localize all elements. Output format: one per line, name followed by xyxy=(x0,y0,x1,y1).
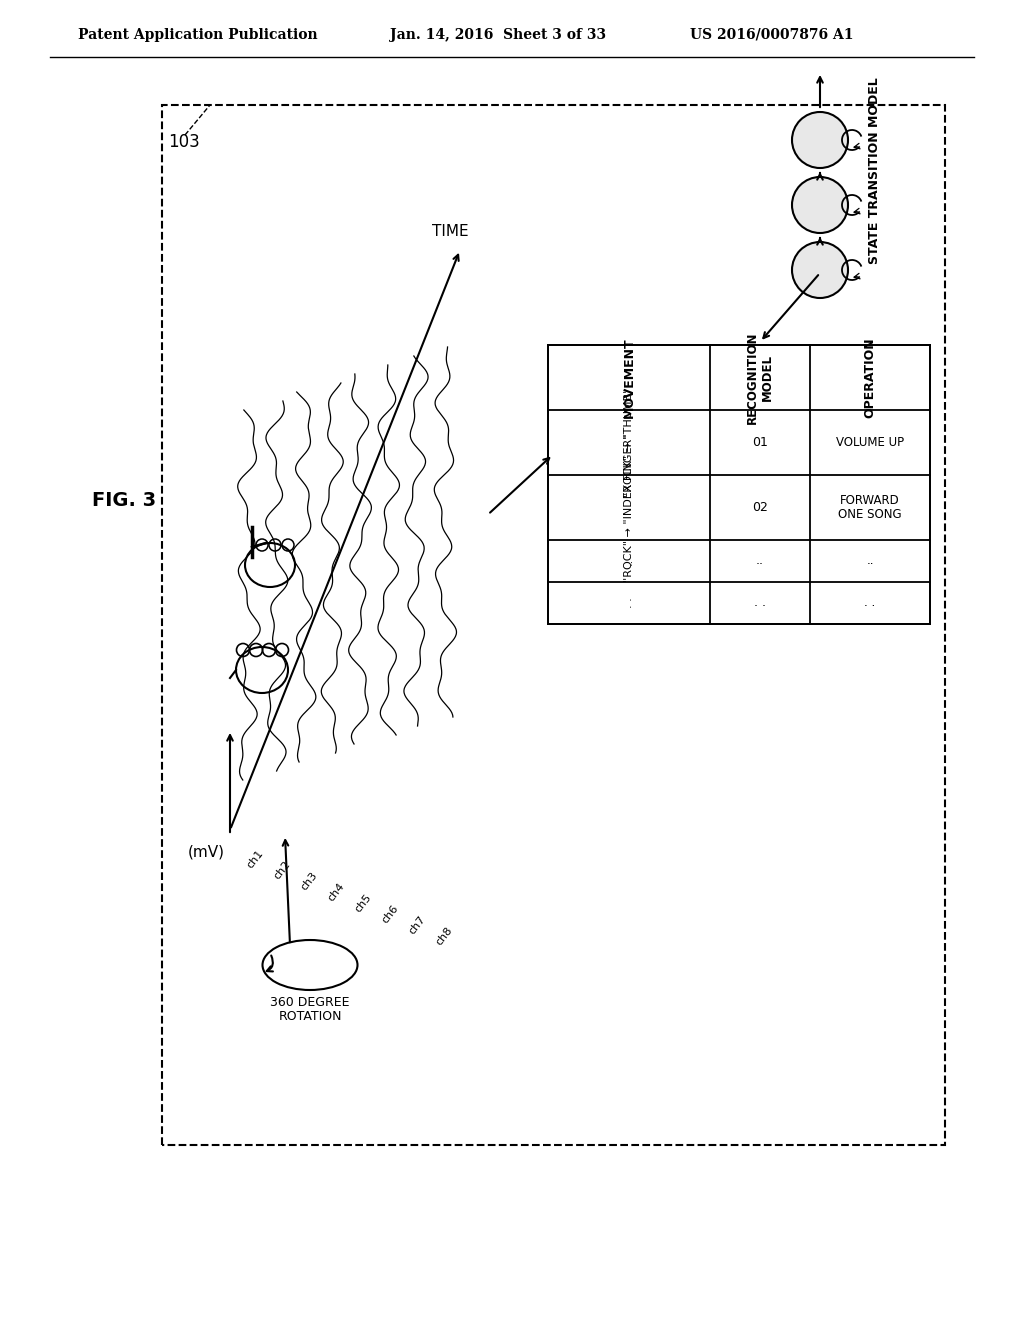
Text: ch4: ch4 xyxy=(326,880,346,903)
Text: MOVEMENT: MOVEMENT xyxy=(623,337,636,418)
Text: "ROCK" → "INDEX FINGER": "ROCK" → "INDEX FINGER" xyxy=(624,433,634,582)
Text: FIG. 3: FIG. 3 xyxy=(92,491,156,510)
Text: ..: .. xyxy=(866,554,873,568)
Text: US 2016/0007876 A1: US 2016/0007876 A1 xyxy=(690,28,853,42)
Polygon shape xyxy=(548,345,930,624)
Text: 02: 02 xyxy=(752,502,768,513)
Text: 360 DEGREE: 360 DEGREE xyxy=(270,997,350,1010)
Text: ch2: ch2 xyxy=(272,859,293,882)
Text: FORWARD
ONE SONG: FORWARD ONE SONG xyxy=(839,494,902,521)
Text: Patent Application Publication: Patent Application Publication xyxy=(78,28,317,42)
Text: ch3: ch3 xyxy=(299,870,319,892)
Text: STATE TRANSITION MODEL: STATE TRANSITION MODEL xyxy=(868,78,882,264)
Circle shape xyxy=(792,177,848,234)
Text: ch5: ch5 xyxy=(353,892,374,915)
Text: VOLUME UP: VOLUME UP xyxy=(836,436,904,449)
Text: ch7: ch7 xyxy=(407,913,427,936)
Text: ROTATION: ROTATION xyxy=(279,1011,342,1023)
Text: . .: . . xyxy=(624,598,634,609)
Text: "ROCK" → "THUMB": "ROCK" → "THUMB" xyxy=(624,388,634,498)
Text: . .: . . xyxy=(754,597,766,610)
Circle shape xyxy=(792,242,848,298)
Text: OPERATION: OPERATION xyxy=(863,337,877,418)
Text: ..: .. xyxy=(624,557,634,565)
Text: ch6: ch6 xyxy=(380,903,400,925)
Text: 01: 01 xyxy=(752,436,768,449)
Text: (mV): (mV) xyxy=(188,845,225,859)
Text: Jan. 14, 2016  Sheet 3 of 33: Jan. 14, 2016 Sheet 3 of 33 xyxy=(390,28,606,42)
Text: TIME: TIME xyxy=(432,224,468,239)
Text: RECOGNITION
MODEL: RECOGNITION MODEL xyxy=(746,331,774,424)
Circle shape xyxy=(792,112,848,168)
Text: . .: . . xyxy=(864,597,876,610)
Text: ..: .. xyxy=(756,554,764,568)
Text: ch1: ch1 xyxy=(245,847,265,870)
Text: ch8: ch8 xyxy=(434,925,455,948)
Text: 103: 103 xyxy=(168,133,200,150)
